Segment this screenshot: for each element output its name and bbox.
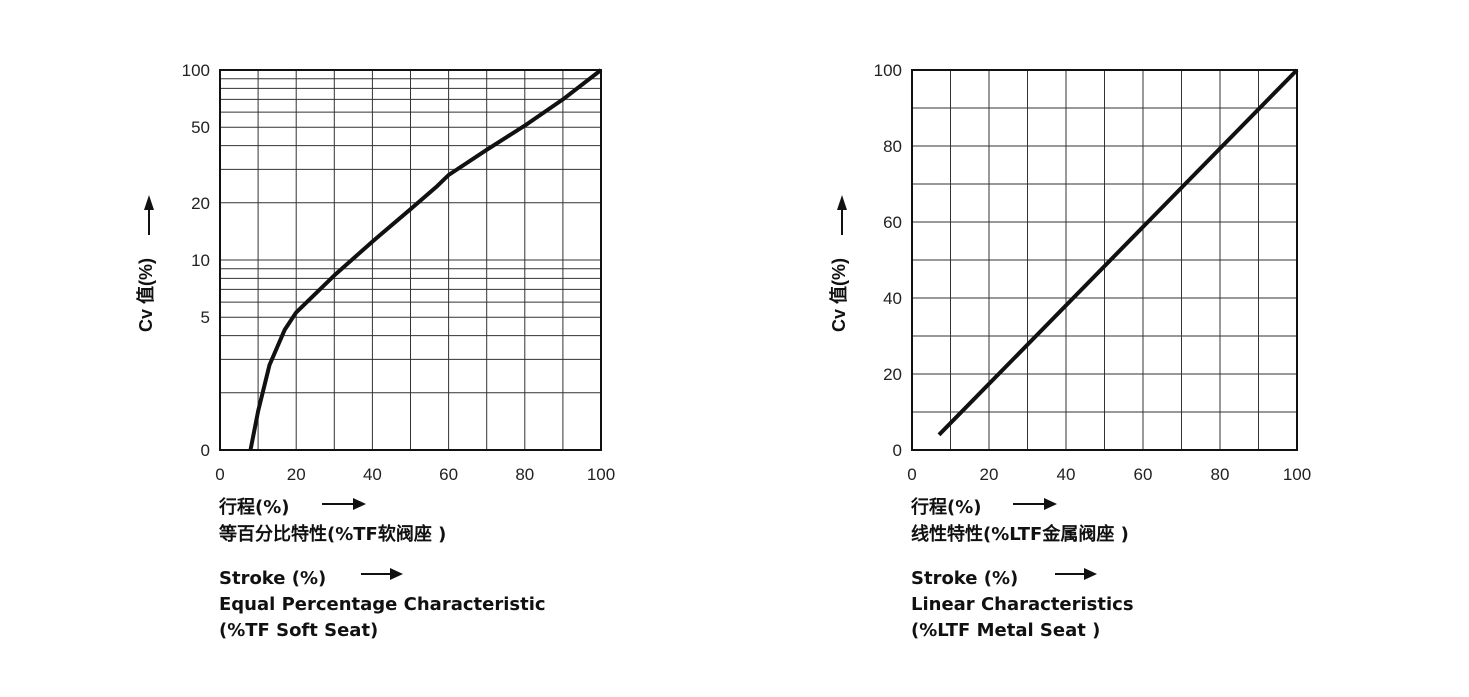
y-tick-label: 20 xyxy=(883,365,902,384)
y-axis-label: Cv 值(%) xyxy=(135,258,156,332)
y-tick-label: 80 xyxy=(883,137,902,156)
right-caption-en-line1: Stroke (%) xyxy=(911,568,1019,589)
y-tick-label: 60 xyxy=(883,213,902,232)
y-axis-label: Cv 值(%) xyxy=(828,258,849,332)
right-caption-en-arrow-icon xyxy=(1055,568,1097,580)
right-caption-en-line2: Linear Characteristics xyxy=(911,594,1134,615)
right-caption-zh-line2: 线性特性(%LTF金属阀座 ) xyxy=(911,524,1129,545)
left-caption-en-line1: Stroke (%) xyxy=(219,568,327,589)
left-caption-en-arrow-icon xyxy=(361,568,403,580)
x-tick-label: 20 xyxy=(287,465,306,484)
x-tick-label: 0 xyxy=(907,465,916,484)
x-tick-label: 0 xyxy=(215,465,224,484)
y-tick-label: 5 xyxy=(201,308,210,327)
x-tick-label: 60 xyxy=(1134,465,1153,484)
x-tick-label: 100 xyxy=(1283,465,1311,484)
series-line xyxy=(937,68,1299,437)
right-caption-zh-line1: 行程(%) xyxy=(911,497,982,518)
right-caption: 行程(%) 线性特性(%LTF金属阀座 ) Stroke (%) Linear … xyxy=(911,493,1311,643)
y-tick-label: 50 xyxy=(191,118,210,137)
x-tick-label: 80 xyxy=(1211,465,1230,484)
right-caption-zh-arrow-icon xyxy=(1013,498,1057,510)
right-caption-en-line3: (%LTF Metal Seat ) xyxy=(911,620,1101,641)
left-caption-zh-arrow-icon xyxy=(322,498,366,510)
y-tick-label: 20 xyxy=(191,194,210,213)
left-caption-en-line3: (%TF Soft Seat) xyxy=(219,620,379,641)
y-tick-label: 0 xyxy=(201,441,210,460)
x-tick-label: 60 xyxy=(439,465,458,484)
linear-chart: 0 20 40 60 80 100 0 20 40 60 80 100 Cv 值(%) xyxy=(828,61,1311,484)
y-tick-label: 100 xyxy=(874,61,902,80)
x-tick-label: 100 xyxy=(587,465,615,484)
x-tick-label: 80 xyxy=(515,465,534,484)
y-tick-label: 10 xyxy=(191,251,210,270)
left-caption-zh-line2: 等百分比特性(%TF软阀座 ) xyxy=(219,524,447,545)
x-tick-label: 20 xyxy=(980,465,999,484)
y-arrow-head-icon xyxy=(837,195,847,210)
left-caption-zh-line1: 行程(%) xyxy=(219,497,290,518)
equal-percentage-chart: 0 20 40 60 80 100 0 5 10 20 50 100 Cv 值(%) xyxy=(135,61,615,484)
x-tick-label: 40 xyxy=(363,465,382,484)
left-caption: 行程(%) 等百分比特性(%TF软阀座 ) Stroke (%) Equal P… xyxy=(219,493,619,643)
y-tick-label: 0 xyxy=(893,441,902,460)
plot-frame xyxy=(911,69,1298,451)
y-tick-label: 40 xyxy=(883,289,902,308)
plot-frame xyxy=(219,69,602,451)
left-caption-en-line2: Equal Percentage Characteristic xyxy=(219,594,546,615)
y-tick-label: 100 xyxy=(182,61,210,80)
y-arrow-head-icon xyxy=(144,195,154,210)
x-tick-label: 40 xyxy=(1057,465,1076,484)
series-line xyxy=(248,68,603,451)
